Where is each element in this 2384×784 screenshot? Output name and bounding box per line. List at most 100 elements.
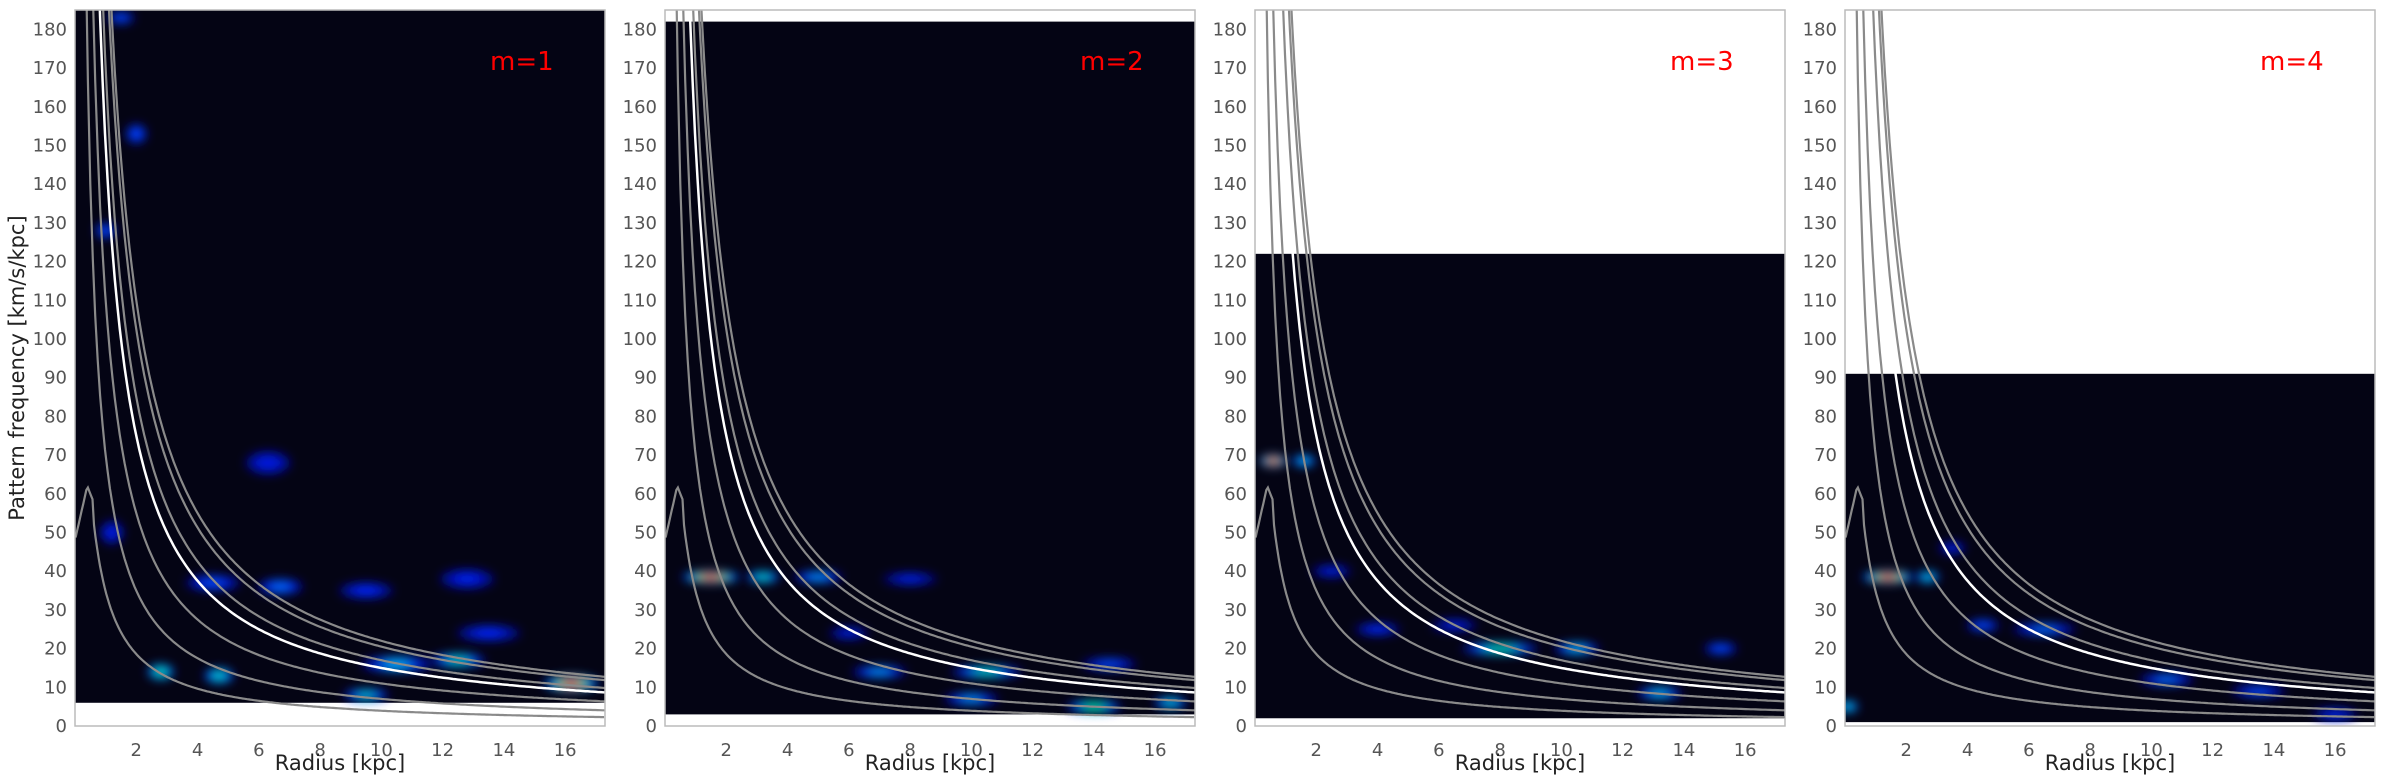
y-tick-label: 110 — [1803, 290, 1837, 311]
y-tick-label: 20 — [1224, 639, 1247, 660]
x-tick-label: 8 — [2084, 740, 2095, 761]
resonance-curve — [1872, 10, 2375, 690]
x-tick-label: 2 — [721, 740, 732, 761]
resonance-curve — [110, 10, 605, 678]
x-tick-label: 16 — [2324, 740, 2347, 761]
plot-content — [1255, 10, 1785, 719]
y-tick-label: 30 — [1814, 600, 1837, 621]
x-tick-label: 4 — [1962, 740, 1973, 761]
panel-label: m=3 — [1670, 47, 1734, 77]
heatmap-blob — [1845, 703, 1854, 710]
y-tick-label: 80 — [634, 406, 657, 427]
y-tick-label: 110 — [33, 290, 67, 311]
panel-2: 0 10 20 30 40 50 60 70 80 90 100 110 120 130 140 150 160… — [623, 9, 1196, 775]
y-tick-label: 110 — [623, 290, 657, 311]
y-tick-label: 70 — [634, 445, 657, 466]
heatmap-blob — [130, 129, 142, 139]
heatmap-background — [1255, 253, 1785, 719]
y-tick-label: 70 — [1224, 445, 1247, 466]
y-tick-label: 100 — [623, 329, 657, 350]
heatmap-blob — [99, 226, 112, 235]
y-tick-label: 170 — [33, 58, 67, 79]
heatmap-blob — [271, 583, 290, 591]
y-tick-label: 10 — [44, 677, 67, 698]
heatmap-background — [665, 21, 1195, 715]
y-tick-label: 150 — [1213, 135, 1247, 156]
heatmap-blob — [355, 586, 377, 595]
heatmap-blob — [1323, 568, 1340, 575]
y-tick-label: 20 — [44, 639, 67, 660]
x-axis-label: Radius [kpc] — [865, 751, 996, 775]
panel-1: 0 10 20 30 40 50 60 70 80 90 100 110 120 130 140 150 160… — [5, 9, 606, 775]
heatmap-blob — [1877, 573, 1898, 581]
y-tick-label: 30 — [634, 600, 657, 621]
resonance-curve — [1877, 10, 2375, 682]
y-tick-label: 80 — [1224, 406, 1247, 427]
y-axis-label: Pattern frequency [km/s/kpc] — [5, 215, 29, 520]
x-tick-label: 12 — [431, 740, 454, 761]
y-tick-label: 110 — [1213, 290, 1247, 311]
x-tick-label: 2 — [1901, 740, 1912, 761]
resonance-curve — [700, 10, 1195, 678]
heatmap-blob — [2248, 688, 2270, 695]
y-tick-label: 180 — [1803, 19, 1837, 40]
y-tick-label: 180 — [33, 19, 67, 40]
x-tick-label: 2 — [131, 740, 142, 761]
ilr-curve — [75, 485, 605, 719]
y-tick-label: 170 — [1803, 58, 1837, 79]
plot-frame — [1844, 9, 2376, 727]
x-tick-label: 6 — [253, 740, 264, 761]
heatmap-blob — [808, 573, 828, 581]
x-tick-label: 10 — [2140, 740, 2163, 761]
y-tick-label: 40 — [1814, 561, 1837, 582]
resonance-curve — [107, 10, 605, 682]
x-tick-label: 8 — [904, 740, 915, 761]
x-tick-label: 14 — [1672, 740, 1695, 761]
panel-4: 0 10 20 30 40 50 60 70 80 90 100 110 120 130 140 150 160… — [1803, 9, 2376, 775]
heatmap-blob — [456, 574, 478, 584]
resonance-curve — [1855, 10, 2375, 712]
y-tick-label: 130 — [623, 213, 657, 234]
x-tick-label: 16 — [1734, 740, 1757, 761]
y-tick-label: 160 — [1803, 97, 1837, 118]
y-tick-label: 20 — [634, 639, 657, 660]
y-tick-label: 50 — [1814, 522, 1837, 543]
heatmap-blob — [114, 14, 128, 21]
y-tick-label: 100 — [1213, 329, 1247, 350]
y-tick-label: 60 — [44, 484, 67, 505]
ilr-curve — [1255, 485, 1785, 719]
y-tick-label: 0 — [646, 716, 657, 737]
x-tick-label: 8 — [314, 740, 325, 761]
heatmap-blob — [2156, 676, 2178, 683]
y-tick-label: 120 — [1803, 252, 1837, 273]
corotation-curve — [98, 10, 605, 694]
y-tick-label: 40 — [1224, 561, 1247, 582]
resonance-curve — [1880, 10, 2375, 678]
y-tick-label: 70 — [44, 445, 67, 466]
y-tick-label: 30 — [44, 600, 67, 621]
y-tick-label: 180 — [1213, 19, 1247, 40]
heatmap-blob — [755, 573, 771, 581]
x-tick-label: 4 — [1372, 740, 1383, 761]
x-tick-label: 6 — [2023, 740, 2034, 761]
x-tick-label: 4 — [782, 740, 793, 761]
y-tick-label: 90 — [44, 368, 67, 389]
y-tick-label: 130 — [1213, 213, 1247, 234]
resonance-curve — [675, 10, 1195, 712]
resonance-curve — [1862, 10, 2375, 703]
panel-label: m=4 — [2260, 47, 2324, 77]
y-tick-label: 10 — [1224, 677, 1247, 698]
x-axis-label: Radius [kpc] — [275, 751, 406, 775]
x-tick-label: 4 — [192, 740, 203, 761]
heatmap-blob — [1713, 645, 1729, 652]
y-tick-label: 0 — [1236, 716, 1247, 737]
x-tick-label: 16 — [1144, 740, 1167, 761]
corotation-curve — [1278, 10, 1785, 694]
x-tick-label: 12 — [2201, 740, 2224, 761]
panel-3: 0 10 20 30 40 50 60 70 80 90 100 110 120 130 140 150 160… — [1213, 9, 1786, 775]
plot-content — [665, 10, 1195, 719]
resonance-curve — [1265, 10, 1785, 712]
resonance-curve — [697, 10, 1195, 682]
heatmap-blob — [1368, 626, 1387, 633]
y-tick-label: 150 — [33, 135, 67, 156]
